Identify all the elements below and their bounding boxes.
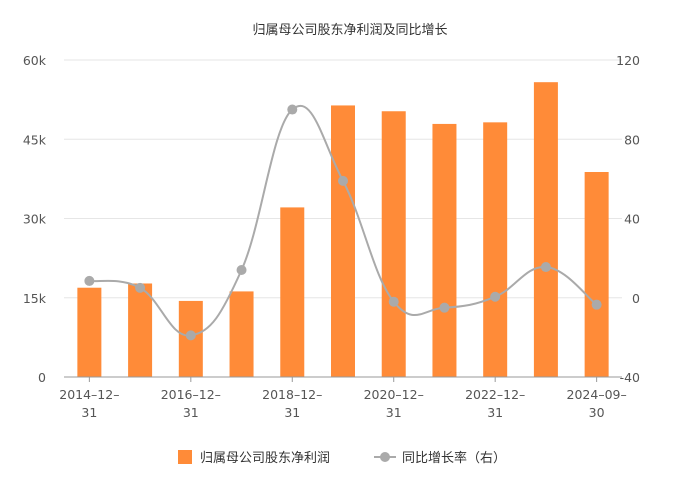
x-tick-label: 2020–12– bbox=[364, 387, 424, 402]
x-tick-label: 31 bbox=[284, 405, 300, 420]
y-right-tick-label: 0 bbox=[632, 291, 640, 306]
growth-point bbox=[84, 275, 95, 286]
x-tick-label: 31 bbox=[81, 405, 97, 420]
bar-series bbox=[77, 82, 609, 378]
growth-point bbox=[591, 299, 602, 310]
x-tick-label: 2022–12– bbox=[465, 387, 525, 402]
axes: 0 15k 30k 45k 60k -40 0 40 80 120 2014–12– 31 2016–1… bbox=[23, 53, 640, 420]
bar bbox=[77, 287, 102, 377]
line-series bbox=[84, 104, 602, 341]
y-left-tick-label: 45k bbox=[23, 132, 47, 147]
bar bbox=[483, 122, 508, 378]
growth-point bbox=[135, 282, 146, 293]
growth-point bbox=[439, 302, 450, 313]
x-tick-label: 31 bbox=[183, 405, 199, 420]
bar bbox=[280, 207, 305, 377]
x-tick-label: 30 bbox=[589, 405, 605, 420]
bar bbox=[584, 172, 609, 377]
bar bbox=[128, 283, 153, 377]
growth-point bbox=[540, 262, 551, 273]
bar bbox=[432, 123, 457, 377]
bar bbox=[533, 82, 558, 377]
growth-point bbox=[185, 330, 196, 341]
x-tick-label: 2014–12– bbox=[59, 387, 119, 402]
y-right-tick-label: 120 bbox=[616, 53, 640, 68]
growth-point bbox=[236, 265, 247, 276]
bar bbox=[381, 111, 406, 377]
legend-bar-label: 归属母公司股东净利润 bbox=[200, 451, 330, 466]
growth-point bbox=[338, 175, 348, 186]
x-tick-label: 31 bbox=[386, 405, 402, 420]
y-left-tick-label: 0 bbox=[38, 370, 46, 385]
x-tick-label: 2024–09– bbox=[567, 387, 627, 402]
x-tick-label: 2018–12– bbox=[262, 387, 322, 402]
legend-line-marker-dot bbox=[380, 452, 390, 462]
legend-line-label: 同比增长率（右） bbox=[402, 450, 506, 466]
y-right-tick-label: 40 bbox=[624, 212, 640, 227]
bar bbox=[331, 105, 355, 377]
growth-point bbox=[490, 291, 501, 302]
chart-title: 归属母公司股东净利润及同比增长 bbox=[252, 23, 447, 38]
y-right-tick-label: 80 bbox=[624, 132, 640, 147]
x-tick-label: 31 bbox=[487, 405, 503, 420]
legend: 归属母公司股东净利润 同比增长率（右） bbox=[178, 450, 506, 466]
growth-point bbox=[388, 296, 399, 307]
y-left-tick-label: 60k bbox=[23, 53, 47, 68]
growth-point bbox=[287, 104, 298, 115]
legend-bar-marker bbox=[178, 450, 192, 464]
y-left-tick-label: 30k bbox=[23, 212, 47, 227]
bar bbox=[229, 291, 254, 377]
y-left-tick-label: 15k bbox=[23, 291, 47, 306]
y-right-tick-label: -40 bbox=[620, 370, 640, 385]
x-tick-label: 2016–12– bbox=[161, 387, 221, 402]
